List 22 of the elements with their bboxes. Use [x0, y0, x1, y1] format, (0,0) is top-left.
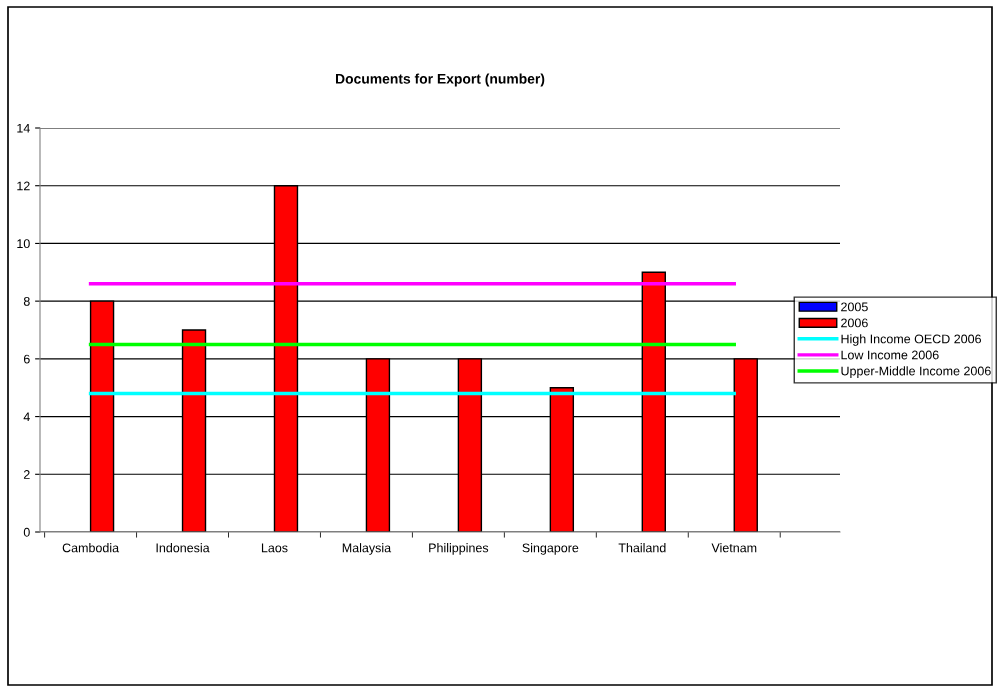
x-tick-label: Malaysia	[342, 543, 392, 555]
y-tick-label: 4	[23, 412, 30, 422]
x-tick-label: Vietnam	[711, 543, 757, 553]
y-tick-label: 10	[17, 239, 30, 249]
legend-label: 2006	[841, 318, 868, 328]
legend-label: 2005	[841, 302, 868, 312]
y-tick-label: 14	[17, 123, 30, 133]
x-tick-label: Thailand	[618, 543, 666, 553]
chart-title: Documents for Export (number)	[335, 73, 545, 87]
y-tick-label: 2	[23, 470, 30, 479]
legend-label: Low Income 2006	[841, 350, 939, 360]
x-tick-label: Singapore	[522, 543, 579, 555]
y-tick-label: 0	[23, 527, 30, 537]
y-tick-label: 6	[23, 354, 30, 364]
x-tick-label: Philippines	[429, 543, 489, 555]
x-tick-label: Laos	[261, 543, 288, 553]
x-tick-label: Cambodia	[62, 543, 120, 553]
legend-label: Upper-Middle Income 2006	[841, 366, 991, 378]
y-tick-label: 8	[23, 296, 30, 306]
x-tick-label: Indonesia	[156, 543, 210, 553]
legend-label: High Income OECD 2006	[841, 334, 981, 346]
y-tick-label: 12	[17, 181, 30, 191]
